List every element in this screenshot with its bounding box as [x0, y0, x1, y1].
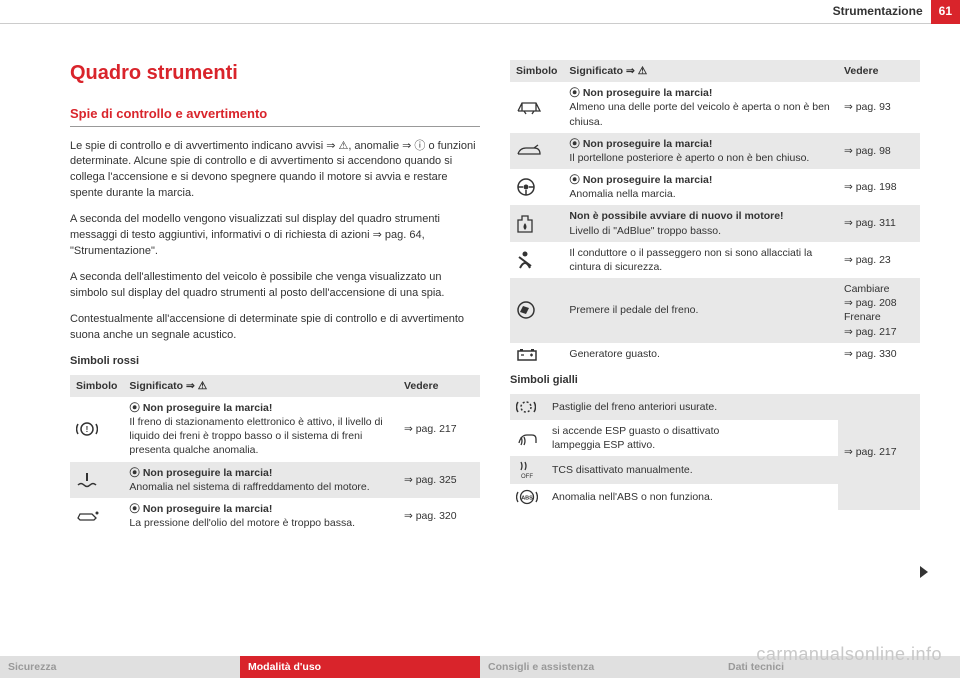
paragraph: A seconda del modello vengono visualizza…: [70, 212, 480, 260]
brakepad-icon: [510, 394, 546, 420]
svg-text:!: !: [86, 425, 89, 434]
section-name: Strumentazione: [833, 3, 923, 19]
steering-icon: [510, 169, 563, 205]
table-cell: si accende ESP guasto o disattivato lamp…: [546, 420, 838, 456]
page-ref: ⇒ pag. 93: [838, 82, 920, 133]
svg-text:ABS: ABS: [521, 496, 533, 502]
th-meaning: Significato ⇒ ⚠: [123, 375, 398, 397]
brake-pedal-icon: [510, 278, 563, 343]
table-cell: ⦿ Non proseguire la marcia! Anomalia nel…: [123, 462, 398, 498]
trunk-open-icon: [510, 133, 563, 169]
table-cell: Il conduttore o il passeggero non si son…: [563, 242, 838, 278]
content: Quadro strumenti Spie di controllo e avv…: [70, 60, 920, 638]
table-cell: TCS disattivato manualmente.: [546, 456, 838, 484]
seatbelt-icon: [510, 242, 563, 278]
th-symbol: Simbolo: [70, 375, 123, 397]
table-cell: ⦿ Non proseguire la marcia! Il freno di …: [123, 397, 398, 462]
page-ref: ⇒ pag. 311: [838, 205, 920, 241]
page-header: Strumentazione 61: [0, 0, 960, 24]
coolant-icon: [70, 462, 123, 498]
footer-tab-active: Modalità d'uso: [240, 656, 480, 678]
page-ref: ⇒ pag. 98: [838, 133, 920, 169]
subtitle: Spie di controllo e avvertimento: [70, 105, 480, 127]
watermark: carmanualsonline.info: [756, 642, 942, 666]
th-see: Vedere: [838, 60, 920, 82]
page-title: Quadro strumenti: [70, 60, 480, 87]
door-open-icon: [510, 82, 563, 133]
red-symbols-label: Simboli rossi: [70, 354, 480, 369]
tcs-off-icon: OFF: [510, 456, 546, 484]
paragraph: A seconda dell'allestimento del veicolo …: [70, 270, 480, 302]
page-ref: Cambiare ⇒ pag. 208 Frenare ⇒ pag. 217: [838, 278, 920, 343]
page-ref: ⇒ pag. 217: [398, 397, 480, 462]
table-cell: ⦿ Non proseguire la marcia! Almeno una d…: [563, 82, 838, 133]
table-cell: Premere il pedale del freno.: [563, 278, 838, 343]
footer-tab: Sicurezza: [0, 656, 240, 678]
oil-icon: [70, 498, 123, 534]
page-ref: ⇒ pag. 325: [398, 462, 480, 498]
table-cell: Anomalia nell'ABS o non funziona.: [546, 484, 838, 510]
table-cell: Non è possibile avviare di nuovo il moto…: [563, 205, 838, 241]
page-ref: ⇒ pag. 320: [398, 498, 480, 534]
th-see: Vedere: [398, 375, 480, 397]
adblue-icon: [510, 205, 563, 241]
red-symbols-table-right: Simbolo Significato ⇒ ⚠ Vedere ⦿ Non pro…: [510, 60, 920, 365]
yellow-symbols-table: Pastiglie del freno anteriori usurate. ⇒…: [510, 394, 920, 510]
table-cell: ⦿ Non proseguire la marcia! La pressione…: [123, 498, 398, 534]
red-symbols-table-left: Simbolo Significato ⇒ ⚠ Vedere ! ⦿ Non p…: [70, 375, 480, 535]
table-cell: ⦿ Non proseguire la marcia! Il portellon…: [563, 133, 838, 169]
svg-text:OFF: OFF: [521, 474, 533, 480]
abs-icon: ABS: [510, 484, 546, 510]
page-ref: ⇒ pag. 217: [838, 394, 920, 510]
right-column: Simbolo Significato ⇒ ⚠ Vedere ⦿ Non pro…: [510, 60, 920, 638]
table-cell: Pastiglie del freno anteriori usurate.: [546, 394, 838, 420]
left-column: Quadro strumenti Spie di controllo e avv…: [70, 60, 480, 638]
th-meaning: Significato ⇒ ⚠: [563, 60, 838, 82]
table-cell: ⦿ Non proseguire la marcia! Anomalia nel…: [563, 169, 838, 205]
page-ref: ⇒ pag. 330: [838, 343, 920, 365]
esp-icon: [510, 420, 546, 456]
table-cell: Generatore guasto.: [563, 343, 838, 365]
page-ref: ⇒ pag. 198: [838, 169, 920, 205]
page-number: 61: [931, 0, 960, 24]
footer-tab: Consigli e assistenza: [480, 656, 720, 678]
brake-warning-icon: !: [70, 397, 123, 462]
th-symbol: Simbolo: [510, 60, 563, 82]
page-ref: ⇒ pag. 23: [838, 242, 920, 278]
yellow-symbols-label: Simboli gialli: [510, 373, 920, 388]
paragraph: Contestualmente all'accensione di determ…: [70, 312, 480, 344]
battery-icon: [510, 343, 563, 365]
paragraph: Le spie di controllo e di avvertimento i…: [70, 139, 480, 203]
continue-arrow-icon: [920, 566, 928, 578]
